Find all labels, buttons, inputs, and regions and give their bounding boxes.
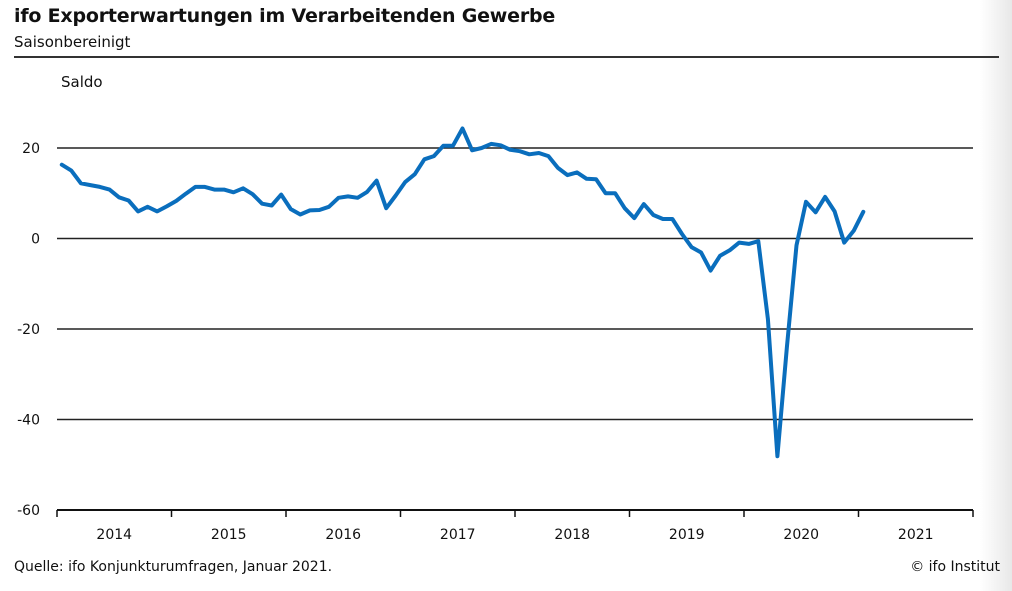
x-tick-label: 2018 [554,527,590,543]
x-tick-label: 2019 [669,527,705,543]
y-tick-label: -60 [17,503,40,519]
y-tick-label: 20 [22,141,40,157]
x-tick-label: 2020 [783,527,819,543]
copyright: © ifo Institut [910,559,1000,575]
x-tick-label: 2015 [211,527,247,543]
y-tick-labels: 20 0 -20 -40 -60 [17,141,40,519]
gridlines [57,147,973,421]
source-note: Quelle: ifo Konjunkturumfragen, Januar 2… [14,559,333,575]
chart-subtitle: Saisonbereinigt [14,33,131,51]
y-tick-label: -20 [17,322,40,338]
x-tick-label: 2017 [440,527,476,543]
x-tick-label: 2014 [96,527,132,543]
x-tick-label: 2021 [898,527,934,543]
series-layer [59,126,866,459]
x-tick-label: 2016 [325,527,361,543]
series-line [59,126,866,459]
y-axis-label: Saldo [61,73,103,91]
y-tick-label: 0 [31,232,40,248]
x-axis: 2014 2015 2016 2017 2018 2019 2020 2021 [56,509,974,543]
page-edge-shadow [980,0,1012,591]
title-divider [14,56,999,58]
y-tick-label: -40 [17,413,40,429]
chart-title: ifo Exporterwartungen im Verarbeitenden … [14,5,556,27]
